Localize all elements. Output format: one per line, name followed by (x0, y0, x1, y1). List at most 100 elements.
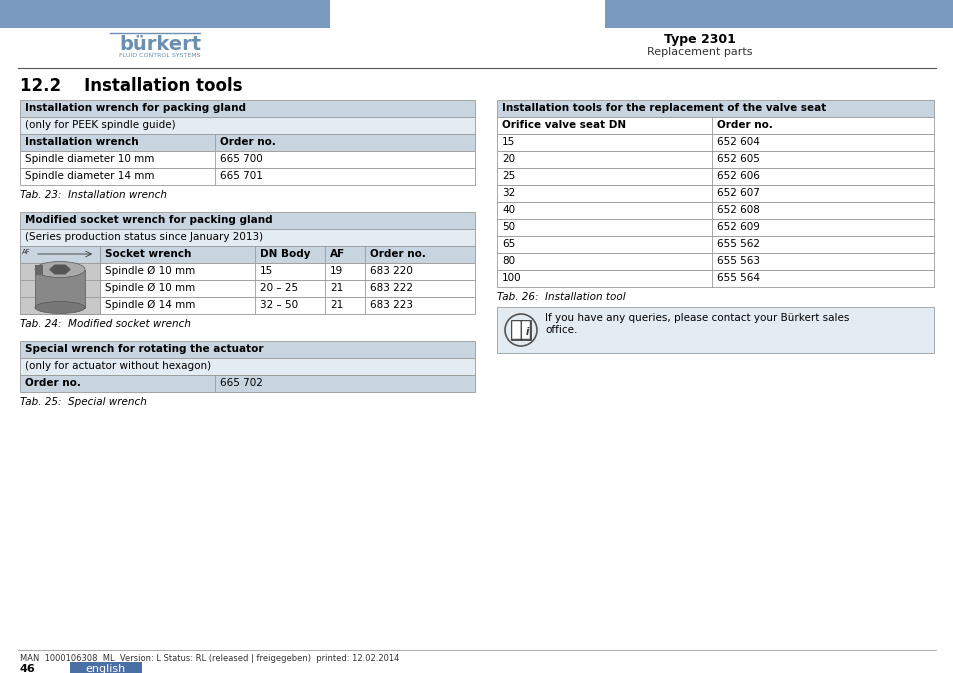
Polygon shape (50, 265, 70, 274)
Text: 20: 20 (501, 154, 515, 164)
Bar (100, 280, 475, 297)
Text: Special wrench for rotating the actuator: Special wrench for rotating the actuator (25, 344, 263, 354)
Text: FLUID CONTROL SYSTEMS: FLUID CONTROL SYSTEMS (119, 53, 200, 58)
Text: Tab. 26:  Installation tool: Tab. 26: Installation tool (497, 292, 625, 302)
Text: 25: 25 (501, 171, 515, 181)
Bar (35, 264, 43, 275)
Text: english: english (86, 664, 126, 673)
Text: Tab. 23:  Installation wrench: Tab. 23: Installation wrench (20, 190, 167, 200)
Text: (only for PEEK spindle guide): (only for PEEK spindle guide) (25, 120, 175, 130)
Text: 21: 21 (330, 300, 343, 310)
Text: 683 222: 683 222 (370, 283, 413, 293)
Text: DN Body: DN Body (260, 249, 310, 259)
Bar (20, 246, 100, 263)
Text: 652 608: 652 608 (717, 205, 760, 215)
Bar (20, 229, 475, 246)
Text: AF: AF (22, 249, 30, 255)
Text: 50: 50 (501, 222, 515, 232)
Text: 683 223: 683 223 (370, 300, 413, 310)
Text: 655 562: 655 562 (717, 239, 760, 249)
Text: 655 564: 655 564 (717, 273, 760, 283)
Text: Type 2301: Type 2301 (663, 33, 735, 46)
Text: (only for actuator without hexagon): (only for actuator without hexagon) (25, 361, 211, 371)
Bar (20, 263, 100, 314)
Text: Modified socket wrench for packing gland: Modified socket wrench for packing gland (25, 215, 273, 225)
Bar (20, 168, 475, 185)
Bar (100, 297, 475, 314)
Bar (20, 151, 475, 168)
Text: Order no.: Order no. (25, 378, 81, 388)
Text: MAN  1000106308  ML  Version: L Status: RL (released | freigegeben)  printed: 12: MAN 1000106308 ML Version: L Status: RL … (20, 654, 399, 663)
Text: Installation wrench for packing gland: Installation wrench for packing gland (25, 103, 246, 113)
Bar (497, 100, 933, 117)
Text: 32: 32 (501, 188, 515, 198)
Text: 65: 65 (501, 239, 515, 249)
Text: 652 605: 652 605 (717, 154, 760, 164)
Text: 15: 15 (501, 137, 515, 147)
Bar (511, 320, 531, 340)
Bar (20, 246, 475, 263)
Bar (604, 0, 953, 28)
Bar (20, 134, 475, 151)
Bar (0, 0, 330, 28)
Text: 665 701: 665 701 (220, 171, 263, 181)
Text: 32 – 50: 32 – 50 (260, 300, 297, 310)
Text: Orifice valve seat DN: Orifice valve seat DN (501, 120, 625, 130)
Text: 19: 19 (330, 266, 343, 276)
Text: Order no.: Order no. (370, 249, 425, 259)
Bar (497, 236, 933, 253)
Text: bürkert: bürkert (119, 35, 201, 54)
Bar (497, 168, 933, 185)
Text: Spindle Ø 14 mm: Spindle Ø 14 mm (105, 300, 195, 310)
Text: 21: 21 (330, 283, 343, 293)
Text: 683 220: 683 220 (370, 266, 413, 276)
Text: (Series production status since January 2013): (Series production status since January … (25, 232, 263, 242)
Bar (497, 117, 933, 134)
Text: Spindle Ø 10 mm: Spindle Ø 10 mm (105, 283, 195, 293)
Bar (20, 341, 475, 358)
Bar (520, 321, 530, 339)
Text: 100: 100 (501, 273, 521, 283)
Text: i: i (525, 327, 528, 337)
Text: Spindle diameter 14 mm: Spindle diameter 14 mm (25, 171, 154, 181)
Text: 40: 40 (501, 205, 515, 215)
Text: Replacement parts: Replacement parts (646, 47, 752, 57)
Bar (497, 151, 933, 168)
Text: Order no.: Order no. (717, 120, 772, 130)
Bar (20, 100, 475, 117)
Text: 665 702: 665 702 (220, 378, 263, 388)
Text: 20 – 25: 20 – 25 (260, 283, 297, 293)
Bar (497, 134, 933, 151)
Bar (20, 212, 475, 229)
Ellipse shape (35, 302, 85, 314)
Text: Socket wrench: Socket wrench (105, 249, 192, 259)
Text: Tab. 24:  Modified socket wrench: Tab. 24: Modified socket wrench (20, 319, 191, 329)
Text: Tab. 25:  Special wrench: Tab. 25: Special wrench (20, 397, 147, 407)
Bar (70, 662, 142, 673)
Bar (497, 185, 933, 202)
Text: 655 563: 655 563 (717, 256, 760, 266)
Text: 15: 15 (260, 266, 273, 276)
Text: Installation wrench: Installation wrench (25, 137, 138, 147)
Text: 652 607: 652 607 (717, 188, 760, 198)
Bar (497, 307, 933, 353)
Text: Installation tools for the replacement of the valve seat: Installation tools for the replacement o… (501, 103, 825, 113)
Text: Spindle diameter 10 mm: Spindle diameter 10 mm (25, 154, 154, 164)
Text: Spindle Ø 10 mm: Spindle Ø 10 mm (105, 266, 195, 276)
Bar (20, 375, 475, 392)
Text: 46: 46 (20, 664, 35, 673)
Bar (497, 219, 933, 236)
Text: If you have any queries, please contact your Bürkert sales
office.: If you have any queries, please contact … (544, 313, 848, 334)
Text: 12.2    Installation tools: 12.2 Installation tools (20, 77, 242, 95)
Bar (35, 269, 85, 308)
Text: 665 700: 665 700 (220, 154, 262, 164)
Bar (20, 358, 475, 375)
Text: AF: AF (330, 249, 345, 259)
Bar (512, 321, 520, 339)
Bar (497, 270, 933, 287)
Bar (20, 117, 475, 134)
Text: 652 604: 652 604 (717, 137, 760, 147)
Bar (100, 263, 475, 280)
Text: 652 606: 652 606 (717, 171, 760, 181)
Bar (497, 253, 933, 270)
